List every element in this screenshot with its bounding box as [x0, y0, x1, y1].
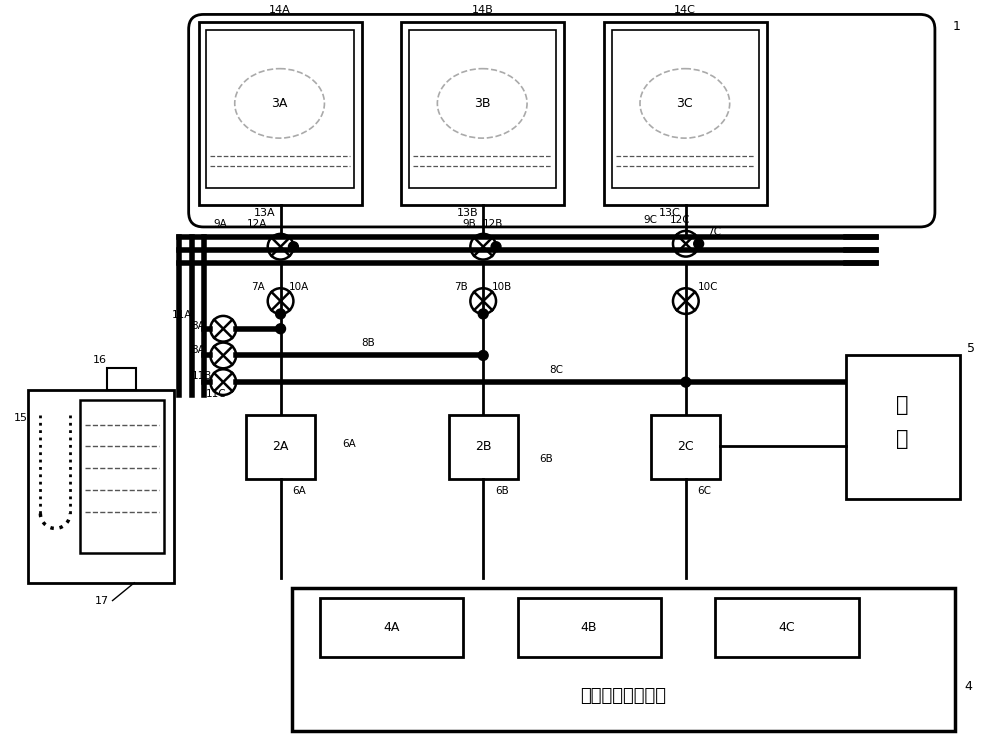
Text: 8A: 8A — [192, 321, 205, 331]
Text: 6A: 6A — [292, 486, 306, 496]
Text: 10C: 10C — [698, 282, 718, 292]
Text: 10A: 10A — [288, 282, 309, 292]
Text: 气: 气 — [896, 395, 909, 415]
Text: 9B: 9B — [462, 219, 476, 229]
Text: 4B: 4B — [581, 620, 597, 634]
Text: 12C: 12C — [670, 215, 691, 225]
Text: 14A: 14A — [269, 5, 290, 16]
Bar — [409, 30, 556, 188]
Circle shape — [478, 309, 488, 319]
Circle shape — [694, 239, 704, 248]
Text: 6B: 6B — [540, 454, 553, 464]
Bar — [206, 30, 354, 188]
Text: 16: 16 — [93, 355, 107, 365]
Text: 6C: 6C — [698, 486, 712, 496]
Text: 13A: 13A — [254, 208, 276, 218]
Text: 2A: 2A — [272, 440, 289, 453]
Text: 4: 4 — [965, 680, 972, 693]
Text: 8A: 8A — [192, 346, 205, 355]
Text: 17: 17 — [95, 596, 109, 605]
Text: 11C: 11C — [205, 389, 226, 399]
Bar — [846, 355, 960, 498]
Text: 6B: 6B — [495, 486, 509, 496]
Text: 8C: 8C — [549, 365, 563, 375]
Circle shape — [478, 350, 488, 361]
Text: 7B: 7B — [455, 282, 468, 292]
Text: 2B: 2B — [475, 440, 491, 453]
Text: 4A: 4A — [383, 620, 399, 634]
Bar — [199, 23, 362, 206]
Text: 中央温度控制单元: 中央温度控制单元 — [581, 687, 667, 706]
Text: 12B: 12B — [483, 219, 504, 229]
Bar — [715, 598, 859, 657]
Circle shape — [276, 309, 286, 319]
Text: 11B: 11B — [192, 371, 212, 381]
Bar — [518, 598, 661, 657]
Bar — [401, 23, 564, 206]
Text: 14C: 14C — [674, 5, 696, 16]
Text: 源: 源 — [896, 429, 909, 450]
Bar — [292, 588, 955, 731]
FancyBboxPatch shape — [189, 14, 935, 227]
Text: 4C: 4C — [778, 620, 795, 634]
Text: 6A: 6A — [342, 440, 356, 450]
Text: 2C: 2C — [678, 440, 694, 453]
Bar — [612, 30, 759, 188]
Bar — [80, 400, 164, 553]
Text: 3B: 3B — [474, 97, 490, 110]
Bar — [28, 390, 174, 583]
Text: 9C: 9C — [643, 215, 657, 225]
Text: 14B: 14B — [471, 5, 493, 16]
Text: 5: 5 — [967, 342, 975, 355]
Text: 9A: 9A — [213, 219, 227, 229]
Bar — [320, 598, 463, 657]
Text: 13B: 13B — [457, 208, 478, 218]
Circle shape — [491, 242, 501, 252]
Text: 15: 15 — [14, 413, 28, 422]
Text: 11A: 11A — [172, 310, 192, 320]
Text: 12A: 12A — [247, 219, 267, 229]
Circle shape — [276, 324, 286, 334]
Bar — [604, 23, 767, 206]
Text: 8B: 8B — [362, 337, 375, 348]
Text: 7C: 7C — [708, 227, 722, 237]
Text: 3C: 3C — [677, 97, 693, 110]
Text: 3A: 3A — [271, 97, 288, 110]
Bar — [107, 368, 136, 390]
Circle shape — [288, 242, 298, 252]
Text: 13C: 13C — [659, 208, 681, 218]
Text: 7A: 7A — [251, 282, 265, 292]
Bar — [651, 415, 720, 479]
Bar — [246, 415, 315, 479]
Bar — [449, 415, 518, 479]
Text: 10B: 10B — [492, 282, 512, 292]
Circle shape — [681, 377, 691, 387]
Text: 1: 1 — [953, 20, 961, 33]
